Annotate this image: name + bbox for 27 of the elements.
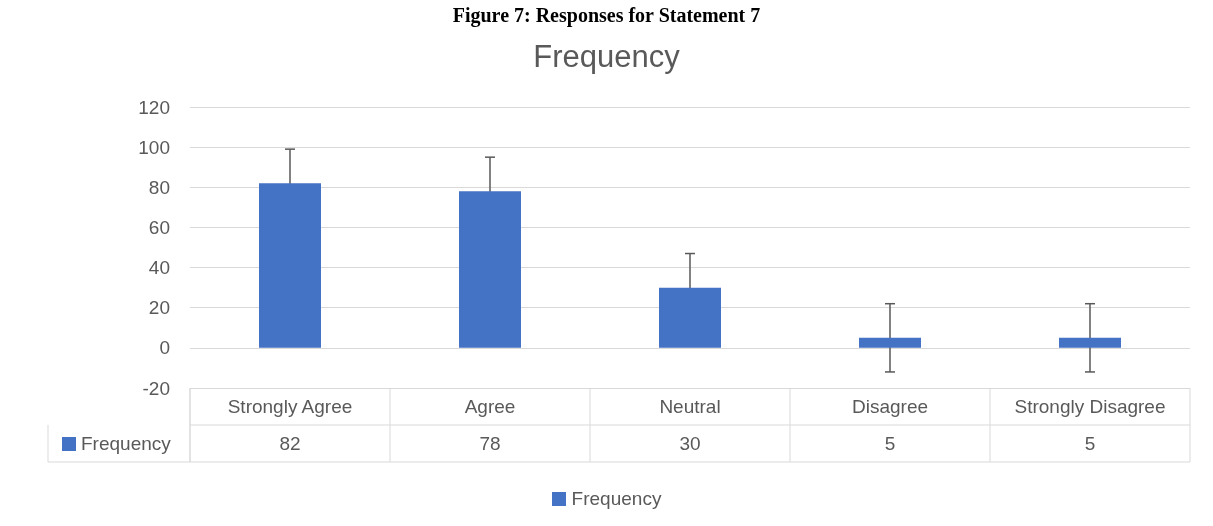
chart-title: Figure 7: Responses for Statement 7 (452, 4, 761, 27)
data-label: 82 (279, 433, 301, 454)
x-tick-label: Agree (464, 396, 516, 417)
y-tick-label: 60 (148, 216, 170, 238)
x-tick-label: Disagree (851, 396, 929, 417)
y-tick-label: 0 (159, 337, 170, 359)
x-tick-label: Strongly Agree (227, 396, 353, 417)
x-tick-label: Neutral (659, 396, 721, 417)
legend-label: Frequency (81, 433, 172, 454)
bar (659, 287, 721, 348)
data-label: 5 (884, 433, 896, 454)
bar (1059, 337, 1121, 348)
y-tick-label: 80 (148, 176, 170, 198)
chart-subtitle: Frequency (533, 39, 681, 74)
y-tick-label: -20 (142, 377, 170, 399)
bar (459, 191, 521, 348)
data-label: 78 (479, 433, 501, 454)
y-tick-label: 120 (138, 96, 170, 118)
data-label: 5 (1084, 433, 1096, 454)
text: Frequency (571, 488, 662, 509)
bar (859, 337, 921, 348)
y-tick-label: 40 (148, 257, 170, 279)
data-label: 30 (679, 433, 701, 454)
x-tick-label: Strongly Disagree (1014, 396, 1166, 417)
y-tick-label: 20 (148, 297, 170, 319)
bar (259, 183, 321, 348)
y-tick-label: 100 (138, 136, 170, 158)
